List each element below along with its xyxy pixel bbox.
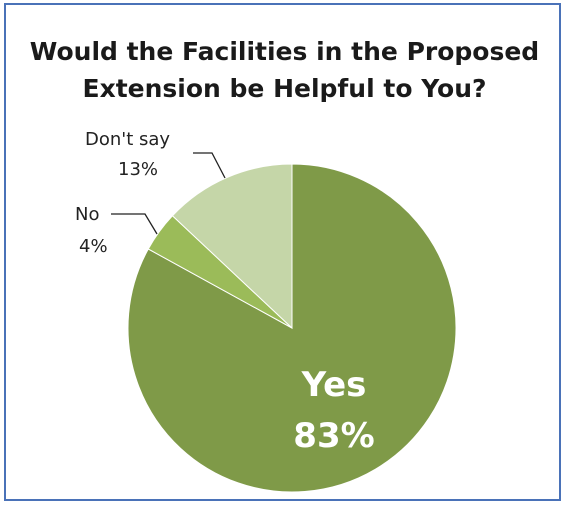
- chart-title-line-2: Extension be Helpful to You?: [82, 74, 487, 103]
- slice-label-yes: Yes: [301, 365, 367, 405]
- chart-title-line-1: Would the Facilities in the Proposed: [29, 37, 540, 66]
- leader-line-no: [111, 213, 158, 235]
- pie-slice-dont-say: [171, 163, 293, 330]
- slice-value-no: 4%: [79, 236, 108, 257]
- slice-label-no: No: [75, 204, 99, 225]
- chart-title: Would the Facilities in the Proposed Ext…: [6, 33, 563, 107]
- slice-label-dont-say: Don't say: [85, 129, 170, 150]
- slice-value-dont-say: 13%: [118, 159, 158, 180]
- pie-slices: [127, 163, 457, 493]
- leader-line-dont-say: [193, 152, 226, 179]
- slice-value-yes: 83%: [293, 416, 374, 456]
